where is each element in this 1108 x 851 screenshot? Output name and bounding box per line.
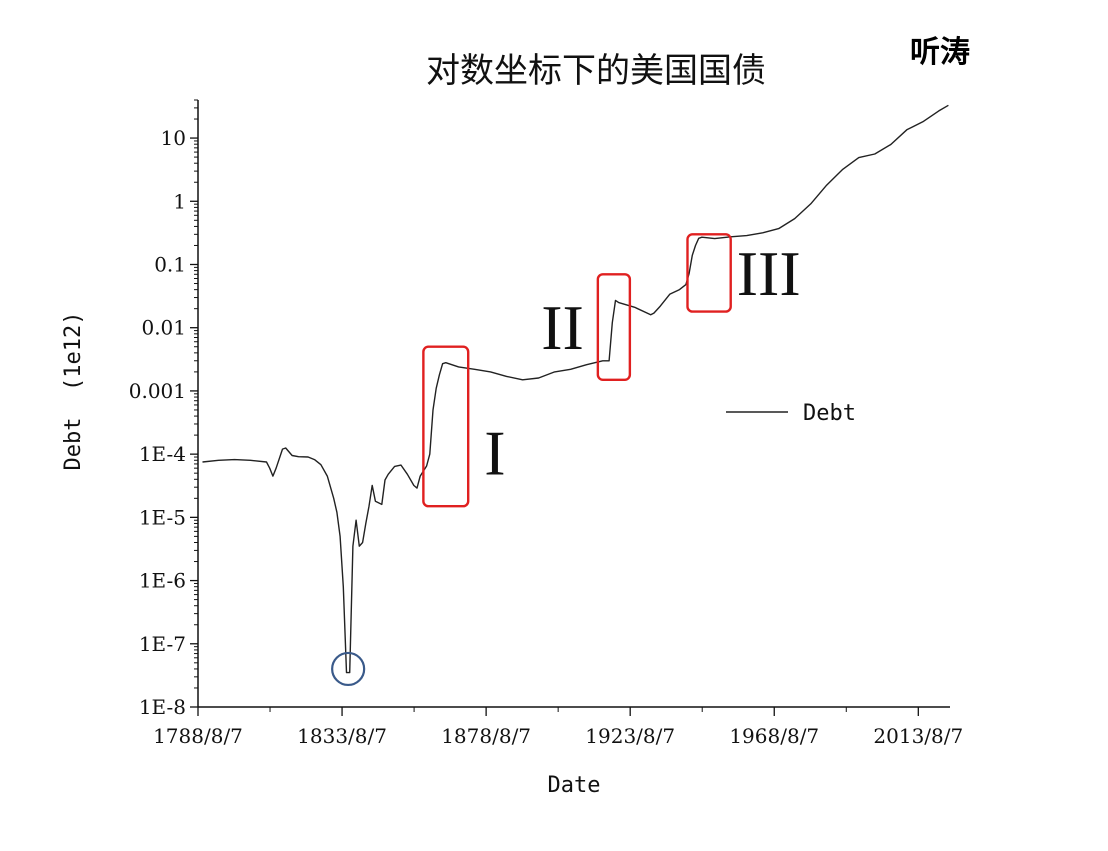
legend: Debt [726,401,856,426]
y-axis-ticks: 1E-8 1E-7 1E-6 1E-5 1E-4 0.001 0.01 0.1 1 10 [129,99,198,719]
annotation-box [596,273,632,381]
legend-label-debt: Debt [803,401,856,426]
x-axis-title: Date [548,773,601,798]
annotation-box [422,345,470,508]
x-axis-ticks: 1788/8/7 1833/8/7 1878/8/7 1923/8/7 1968/8/7… [153,707,963,748]
y-tick-label: 1E-4 [139,442,186,466]
y-tick-label: 0.1 [154,252,186,276]
y-tick-label: 1E-6 [139,569,186,593]
chart-title: 对数坐标下的美国国债 [426,51,766,91]
y-tick-label: 1E-8 [139,695,186,719]
y-axis-title: Debt (1e12) [61,312,86,471]
y-tick-label: 0.01 [141,316,186,340]
y-tick-label: 1E-5 [139,505,186,529]
minimum-circle-marker [331,651,366,687]
x-tick-label: 1788/8/7 [153,724,243,748]
x-tick-label: 1923/8/7 [585,724,675,748]
x-tick-label: 1968/8/7 [729,724,819,748]
y-tick-label: 10 [161,126,186,150]
x-tick-label: 1833/8/7 [297,724,387,748]
annotation-box [686,233,732,313]
y-tick-label: 1 [173,189,186,213]
author-mark: 听涛 [910,35,970,70]
x-tick-label: 1878/8/7 [441,724,531,748]
y-tick-label: 1E-7 [139,632,186,656]
annotation-label: III [737,238,801,309]
y-tick-label: 0.001 [129,379,186,403]
annotation-label: II [541,292,584,363]
annotation-label: I [484,417,505,488]
series-layer [202,104,949,674]
x-tick-label: 2013/8/7 [873,724,963,748]
series-line-debt [202,104,949,674]
